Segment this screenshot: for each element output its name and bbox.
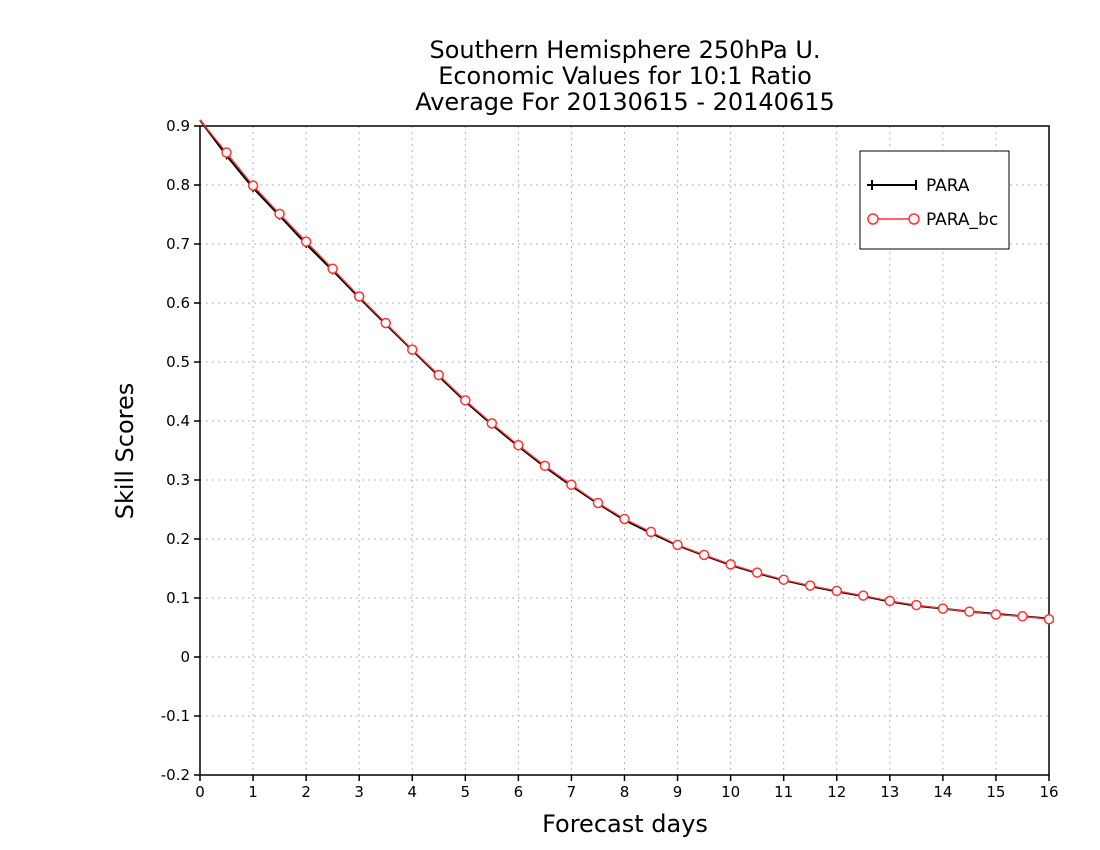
x-tick-label: 9 [673, 783, 683, 801]
data-point-para-bc [1017, 611, 1028, 622]
data-point-para-bc [645, 526, 657, 538]
x-tick-label: 8 [620, 783, 630, 801]
data-point-para-bc [937, 603, 949, 614]
data-point-para-bc [831, 585, 842, 597]
y-tick-label: -0.2 [161, 766, 190, 784]
data-point-para-bc [513, 439, 524, 451]
x-tick-label: 14 [933, 783, 952, 801]
data-point-para-bc [407, 344, 418, 355]
data-point-para-bc [884, 595, 896, 607]
data-point-para-bc [911, 599, 922, 611]
y-axis-label: Skill Scores [111, 383, 139, 520]
data-point-para-bc [247, 180, 259, 191]
x-tick-label: 1 [248, 783, 258, 801]
y-tick-label: 0.5 [166, 353, 190, 371]
legend-label-para: PARA [926, 176, 970, 196]
legend-label-para-bc: PARA_bc [926, 210, 998, 230]
data-point-para-bc [592, 497, 604, 509]
data-point-para-bc [433, 369, 445, 381]
data-point-para-bc [353, 291, 365, 302]
x-axis: 0 1 2 3 4 5 6 7 8 9 10 11 12 13 14 15 16 [195, 775, 1059, 801]
legend-marker-para-bc-2 [908, 213, 920, 225]
x-tick-label: 15 [986, 783, 1005, 801]
x-tick-label: 13 [880, 783, 899, 801]
x-tick-label: 6 [514, 783, 524, 801]
legend: PARA PARA_bc [859, 150, 1010, 250]
x-tick-label: 0 [195, 783, 205, 801]
data-point-para-bc [751, 567, 763, 578]
x-tick-label: 10 [721, 783, 740, 801]
x-tick-label: 2 [301, 783, 311, 801]
y-tick-label: 0.8 [166, 176, 190, 194]
x-axis-label: Forecast days [542, 810, 708, 838]
chart-title-line-3: Average For 20130615 - 20140615 [415, 88, 835, 116]
chart-title-line-2: Economic Values for 10:1 Ratio [438, 62, 812, 90]
y-tick-label: 0.6 [166, 294, 190, 312]
series-para-bc [199, 119, 1055, 625]
data-point-para-bc [778, 574, 789, 585]
data-point-para-bc [539, 460, 551, 472]
y-tick-label: 0.7 [166, 235, 190, 253]
y-tick-label: 0.9 [166, 117, 190, 135]
y-tick-label: 0.4 [166, 412, 190, 430]
x-tick-label: 4 [407, 783, 417, 801]
y-tick-label: 0.2 [166, 530, 190, 548]
y-tick-label: -0.1 [161, 707, 190, 725]
x-tick-label: 5 [461, 783, 471, 801]
data-point-para-bc [380, 317, 391, 329]
grid-lines [200, 126, 1049, 775]
data-point-para-bc [327, 263, 338, 275]
data-point-para-bc [990, 609, 1002, 620]
data-point-para-bc [460, 395, 471, 406]
x-tick-label: 3 [354, 783, 364, 801]
data-point-para-bc [725, 559, 736, 570]
y-tick-label: 0.1 [166, 589, 190, 607]
y-tick-label: 0.3 [166, 471, 190, 489]
series-group [199, 119, 1055, 625]
y-axis: -0.2 -0.1 0 0.1 0.2 0.3 0.4 0.5 0.6 0.7 0.8 0.9 [161, 117, 200, 784]
y-tick-label: 0 [180, 648, 190, 666]
data-point-para-bc [698, 549, 710, 561]
chart-title-line-1: Southern Hemisphere 250hPa U. [429, 36, 820, 64]
data-point-para-bc [964, 606, 975, 617]
legend-marker-para-bc-1 [867, 213, 879, 225]
legend-box [859, 150, 1010, 250]
x-tick-label: 7 [567, 783, 577, 801]
x-tick-label: 11 [774, 783, 793, 801]
data-point-para-bc [1043, 613, 1055, 625]
x-tick-label: 12 [827, 783, 846, 801]
data-point-para-bc [486, 418, 498, 429]
data-point-para-bc [274, 208, 285, 220]
data-point-para-bc [619, 513, 630, 525]
data-point-para-bc [804, 580, 816, 591]
data-point-para-bc [566, 479, 577, 490]
x-tick-label: 16 [1039, 783, 1058, 801]
data-point-para-bc [300, 236, 312, 247]
data-point-para-bc [672, 539, 683, 551]
data-point-para-bc [858, 590, 869, 601]
data-point-para-bc [221, 147, 232, 158]
